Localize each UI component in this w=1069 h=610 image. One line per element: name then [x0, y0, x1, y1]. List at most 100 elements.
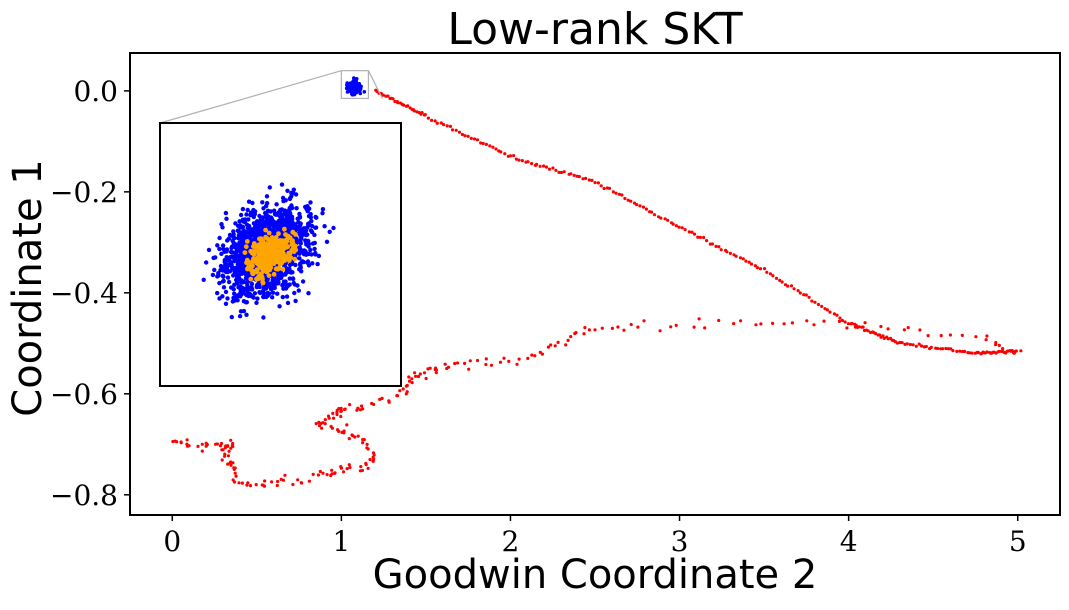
inset-blue-point: [306, 251, 312, 257]
red-data-point: [629, 322, 633, 327]
inset-blue-point: [274, 280, 279, 286]
inset-blue-point: [246, 217, 251, 222]
inset-blue-point: [309, 223, 315, 229]
inset-blue-point: [221, 285, 227, 290]
red-data-point: [968, 351, 972, 355]
inset-blue-point: [308, 200, 313, 205]
inset-blue-point: [298, 262, 303, 268]
red-data-point: [649, 210, 654, 214]
red-data-point: [237, 481, 241, 485]
red-data-point: [221, 448, 225, 452]
red-data-point: [323, 422, 327, 426]
red-data-point: [674, 224, 679, 228]
red-data-point: [339, 414, 343, 419]
inset-orange-point: [282, 226, 287, 232]
inset-blue-point: [278, 226, 283, 231]
blue-data-point: [345, 83, 349, 87]
red-data-point: [378, 397, 382, 401]
red-data-point: [366, 466, 370, 470]
red-series-points: [171, 88, 1023, 488]
red-data-point: [804, 293, 808, 297]
red-data-point: [395, 394, 399, 398]
inset-blue-point: [298, 238, 303, 243]
red-data-point: [616, 325, 620, 329]
red-data-point: [1009, 349, 1013, 353]
red-data-point: [468, 359, 472, 363]
inset-blue-point: [270, 295, 275, 300]
red-data-point: [614, 191, 618, 195]
inset-blue-point: [324, 239, 330, 244]
inset-orange-point: [275, 266, 281, 272]
red-data-point: [768, 272, 773, 276]
red-data-point: [517, 158, 521, 162]
inset-blue-point: [268, 215, 274, 220]
red-data-point: [739, 319, 743, 323]
red-data-point: [554, 168, 558, 172]
inset-blue-point: [237, 219, 242, 224]
red-data-point: [929, 345, 933, 349]
inset-blue-point: [260, 219, 266, 224]
red-data-point: [659, 216, 663, 220]
inset-blue-point: [327, 229, 332, 234]
red-data-point: [744, 259, 748, 263]
inset-blue-point: [225, 275, 231, 280]
red-data-point: [466, 134, 470, 138]
inset-blue-point: [279, 273, 285, 278]
red-data-point: [533, 354, 537, 358]
red-data-point: [342, 407, 347, 412]
red-data-point: [600, 326, 604, 330]
inset-orange-point: [288, 255, 294, 261]
red-data-point: [406, 104, 410, 108]
red-data-point: [229, 446, 233, 450]
red-data-point: [332, 416, 336, 420]
y-tick-label: −0.8: [50, 479, 118, 512]
inset-blue-point: [227, 232, 233, 238]
inset-blue-point: [264, 194, 270, 199]
red-data-point: [439, 121, 443, 125]
red-data-point: [622, 328, 626, 332]
red-data-point: [593, 328, 597, 332]
red-data-point: [866, 329, 870, 333]
red-data-point: [314, 422, 318, 426]
inset-blue-point: [285, 229, 290, 234]
red-data-point: [418, 372, 422, 376]
inset-blue-point: [297, 245, 302, 250]
inset-orange-point: [284, 244, 289, 250]
red-data-point: [368, 457, 372, 462]
red-data-point: [553, 344, 557, 348]
red-data-point: [503, 152, 507, 156]
blue-data-point: [345, 86, 349, 90]
red-data-point: [755, 266, 760, 270]
inset-orange-point: [242, 250, 248, 256]
inset-blue-point: [263, 214, 268, 219]
inset-blue-point: [275, 273, 281, 278]
red-data-point: [457, 130, 462, 134]
blue-data-point: [358, 87, 363, 92]
red-data-point: [958, 349, 962, 353]
inset-blue-point: [331, 225, 336, 231]
inset-blue-point: [306, 221, 312, 226]
inset-blue-point: [297, 214, 303, 219]
inset-blue-point: [270, 280, 275, 285]
red-data-point: [642, 319, 646, 323]
red-data-point: [229, 438, 233, 442]
x-axis-ticks: 0 1 2 3 4 5: [163, 515, 1027, 558]
red-data-point: [484, 357, 488, 361]
red-data-point: [179, 441, 183, 445]
red-data-point: [556, 340, 560, 344]
inset-blue-point: [223, 289, 229, 295]
inset-blue-point: [206, 247, 212, 253]
inset-blue-point: [303, 230, 308, 235]
x-axis-label: Goodwin Coordinate 2: [372, 552, 818, 598]
red-data-point: [530, 353, 534, 357]
red-data-point: [680, 226, 684, 230]
red-data-point: [583, 326, 587, 330]
red-data-point: [810, 299, 814, 303]
red-data-point: [234, 474, 238, 478]
inset-orange-point: [284, 239, 289, 245]
red-data-point: [355, 408, 359, 412]
x-tick-label: 1: [332, 525, 350, 558]
red-data-point: [433, 119, 437, 123]
red-data-point: [669, 325, 673, 329]
